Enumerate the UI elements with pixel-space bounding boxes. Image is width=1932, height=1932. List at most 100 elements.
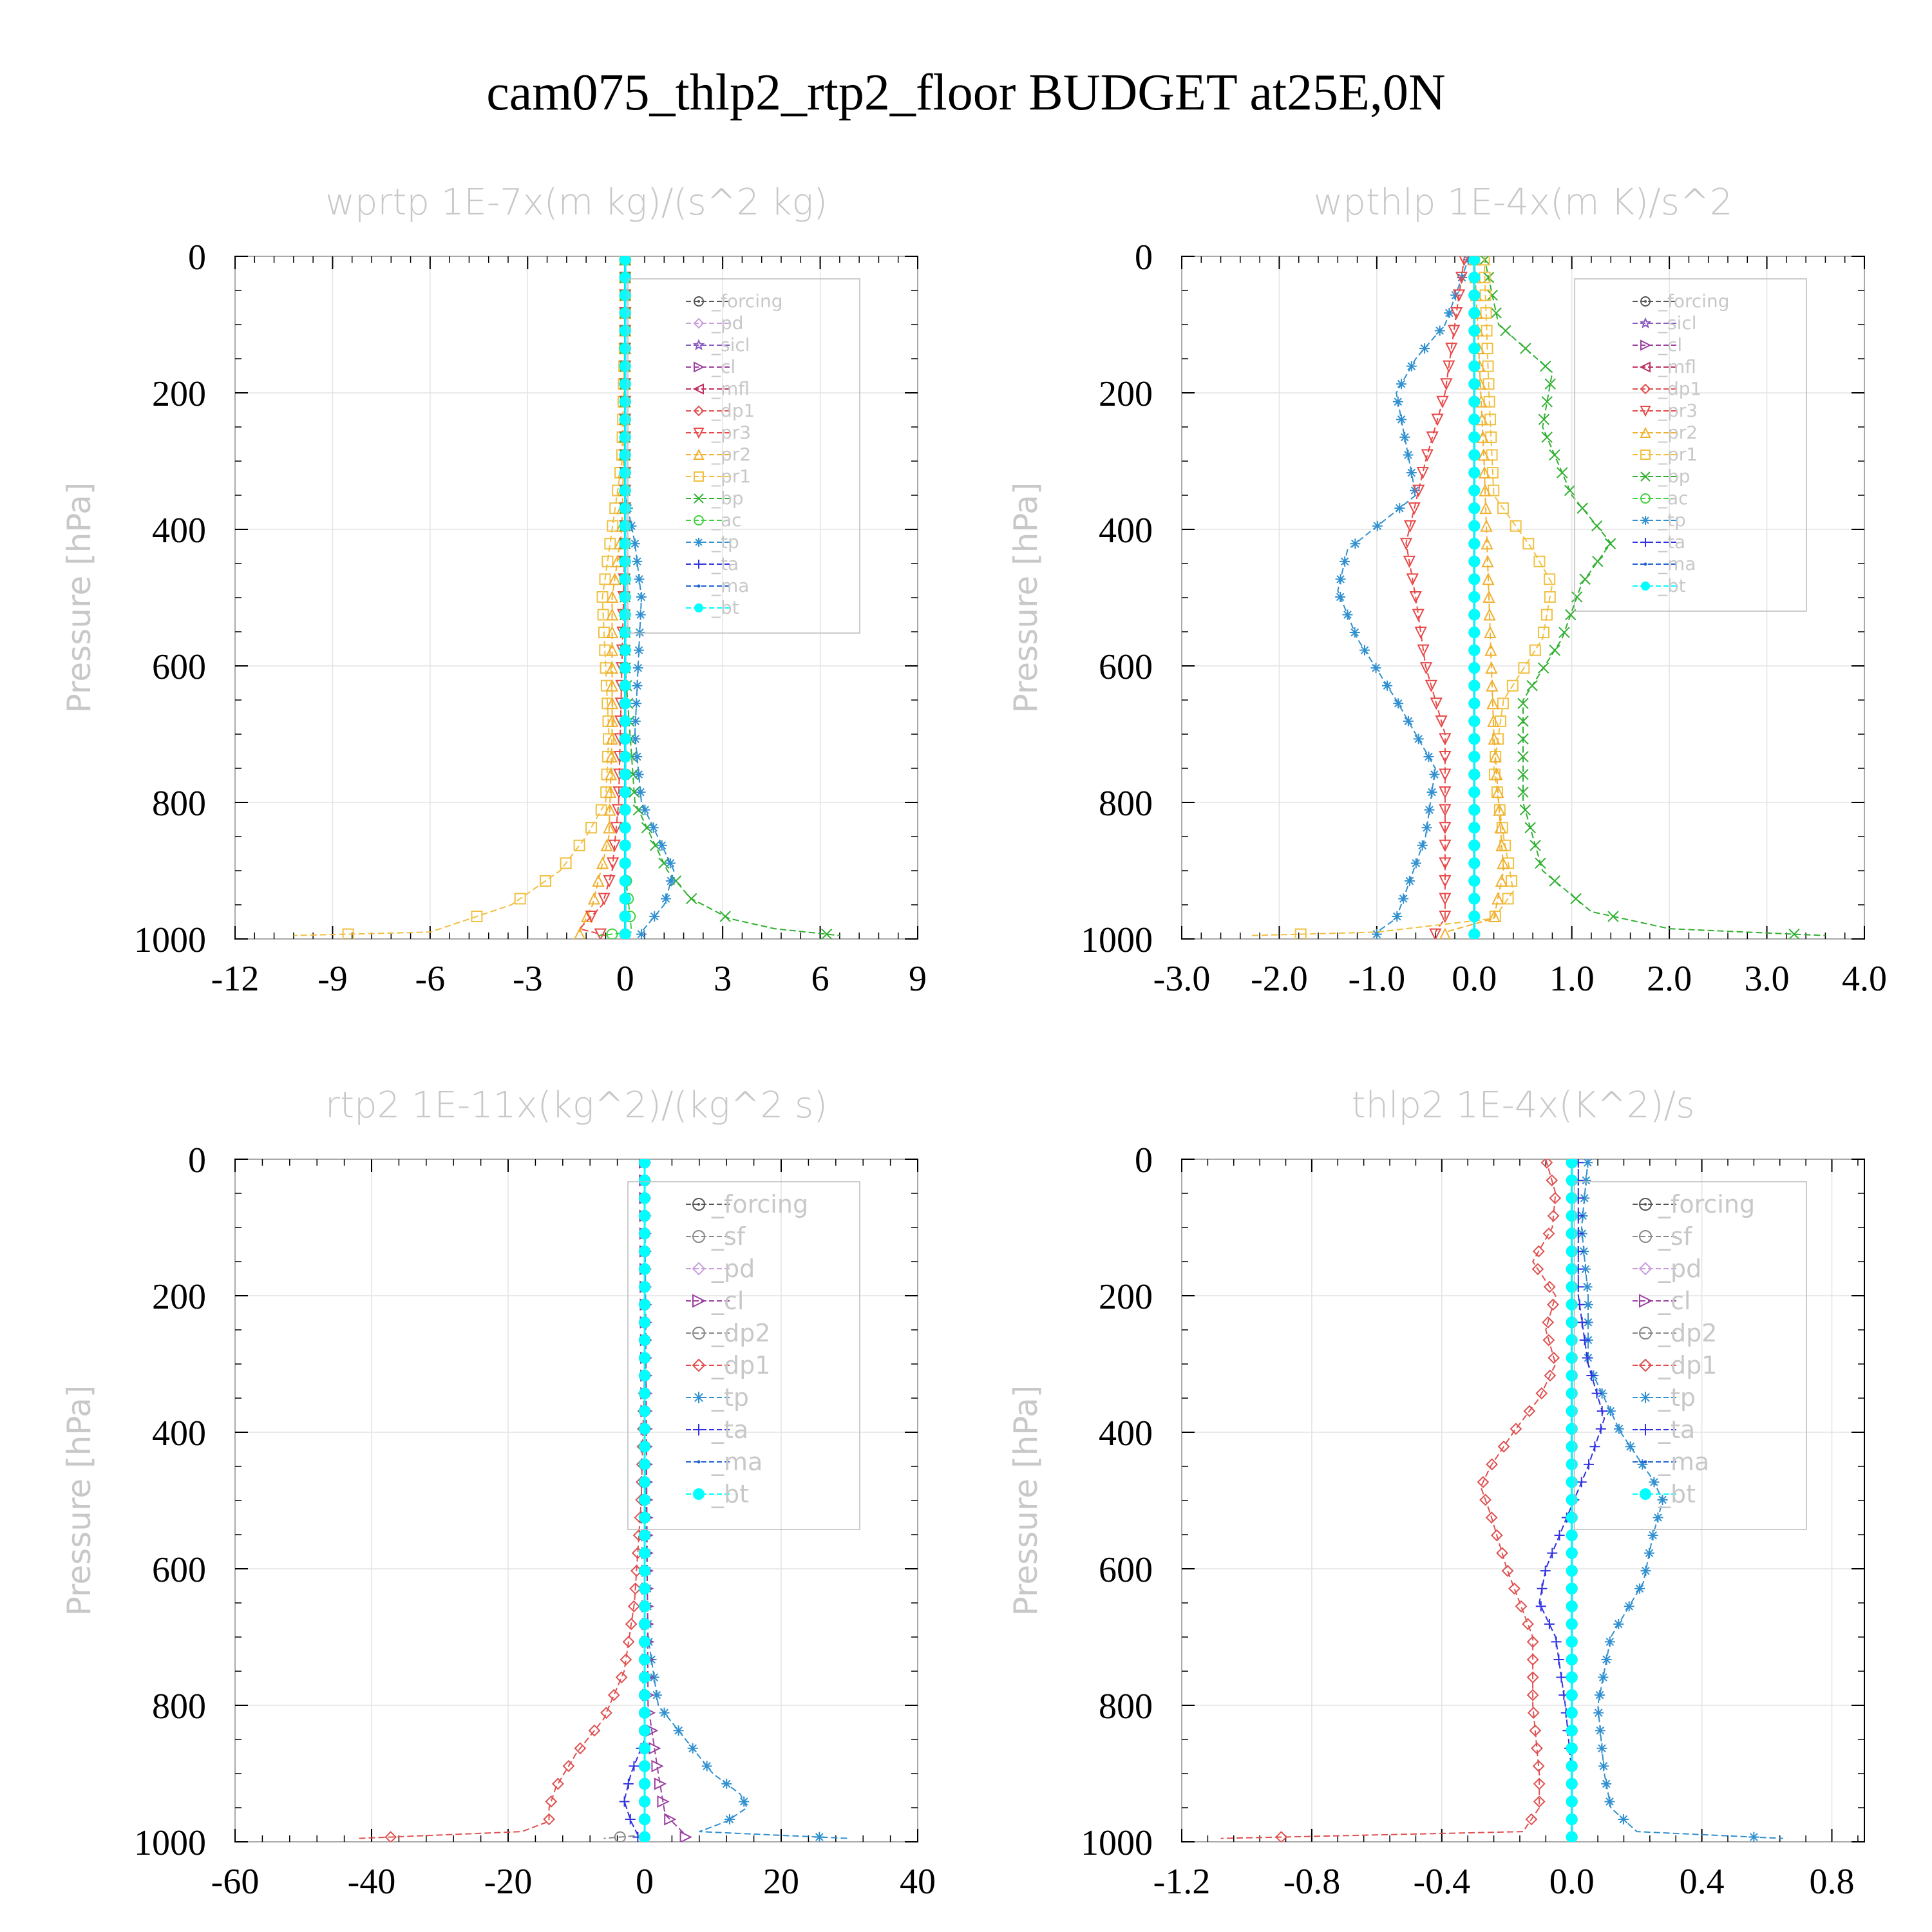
- legend-label: _ma: [1658, 1448, 1709, 1476]
- legend-entry: _tp: [1633, 1383, 1696, 1412]
- data-point: [639, 1742, 650, 1754]
- legend-entry: _bp: [686, 488, 744, 509]
- legend-marker: [693, 1488, 705, 1500]
- legend-marker: [1640, 493, 1651, 504]
- legend-label: _pr2: [711, 444, 751, 465]
- legend-label: _mfl: [1658, 356, 1696, 377]
- legend-marker: [1638, 1262, 1653, 1276]
- y-axis-label: Pressure [hPa]: [1007, 1385, 1045, 1616]
- data-point: [1596, 1388, 1607, 1399]
- legend-entry: _ma: [686, 1448, 762, 1476]
- legend-label: _pd: [1658, 1255, 1701, 1283]
- data-point: [1349, 627, 1360, 638]
- series-bt: [1468, 256, 1481, 939]
- legend-entry: _pd: [1633, 1255, 1701, 1283]
- data-point: [1570, 893, 1582, 905]
- data-point: [1566, 1298, 1578, 1311]
- legend-label: _ta: [711, 553, 739, 574]
- data-point: [619, 822, 631, 834]
- data-point: [639, 1653, 650, 1665]
- data-point: [1480, 519, 1493, 532]
- data-point: [1526, 1671, 1539, 1683]
- data-point: [1484, 625, 1497, 639]
- data-point: [615, 1671, 628, 1683]
- x-tick-label: -40: [348, 1862, 396, 1902]
- data-point: [1571, 591, 1583, 603]
- data-point: [1468, 520, 1481, 532]
- data-point: [1450, 290, 1461, 301]
- data-point: [1502, 893, 1514, 905]
- data-point: [639, 1209, 650, 1222]
- data-point: [1413, 734, 1424, 744]
- legend-marker: [694, 603, 703, 612]
- data-point: [1526, 680, 1538, 692]
- legend-entry: _pd: [686, 312, 744, 334]
- legend-entry: _bt: [1633, 1480, 1696, 1508]
- legend-label: _dp2: [711, 1319, 770, 1347]
- chart-title: wprtp 1E-7x(m kg)/(s^2 kg): [325, 182, 828, 223]
- series-line: [1483, 256, 1826, 936]
- data-point: [1580, 1175, 1591, 1186]
- data-point: [600, 1707, 612, 1719]
- data-point: [814, 1832, 825, 1842]
- legend-label: _cl: [1658, 1287, 1690, 1315]
- y-tick-label: 800: [1099, 1687, 1153, 1727]
- data-point: [1429, 769, 1440, 780]
- legend-entry: _pr1: [1633, 444, 1698, 465]
- data-point: [1604, 1796, 1615, 1807]
- data-point: [1486, 1458, 1499, 1471]
- data-point: [639, 1227, 650, 1240]
- data-point: [1542, 1227, 1555, 1240]
- data-point: [1566, 1192, 1578, 1204]
- legend-label: _dp1: [711, 1351, 770, 1379]
- data-point: [1468, 256, 1481, 266]
- data-point: [1579, 1193, 1590, 1204]
- x-tick-label: -6: [415, 959, 446, 999]
- legend-label: _dp1: [1658, 1351, 1717, 1379]
- data-point: [619, 768, 631, 781]
- data-point: [605, 643, 619, 656]
- data-point: [619, 1796, 630, 1807]
- data-point: [639, 1370, 650, 1382]
- legend-label: _pd: [711, 1255, 755, 1283]
- legend-marker: [1640, 471, 1651, 482]
- legend-marker: [1640, 406, 1651, 417]
- legend-marker: [1640, 383, 1651, 395]
- data-point: [1535, 857, 1546, 869]
- legend-marker-ring: [1639, 1198, 1652, 1211]
- data-point: [1526, 1689, 1539, 1701]
- legend-marker: [694, 560, 703, 569]
- data-point: [1399, 538, 1413, 551]
- data-point: [1566, 1707, 1578, 1719]
- data-point: [1566, 1493, 1578, 1506]
- data-point: [619, 271, 631, 283]
- chart-title: rtp2 1E-11x(kg^2)/(kg^2 s): [325, 1084, 828, 1126]
- y-tick-label: 1000: [134, 1823, 206, 1863]
- data-point: [1566, 1777, 1578, 1790]
- x-tick-label: 1.0: [1549, 959, 1595, 999]
- data-point: [1538, 413, 1550, 426]
- data-point: [619, 413, 631, 426]
- legend-marker: [692, 1327, 705, 1340]
- data-point: [1644, 1548, 1655, 1558]
- data-point: [1596, 1743, 1607, 1754]
- data-point: [1517, 697, 1529, 710]
- data-point: [1601, 1654, 1612, 1665]
- data-point: [1566, 1671, 1578, 1683]
- data-point: [1439, 768, 1452, 781]
- data-point: [1410, 858, 1421, 869]
- legend-entry: _bt: [1633, 575, 1686, 596]
- data-point: [1481, 343, 1493, 355]
- data-point: [1595, 1690, 1605, 1701]
- data-point: [1477, 1475, 1490, 1488]
- y-tick-label: 600: [152, 1550, 206, 1590]
- legend-label: _ma: [711, 575, 749, 596]
- data-point: [1495, 838, 1508, 851]
- data-point: [1598, 1672, 1609, 1683]
- data-point: [605, 625, 619, 639]
- data-point: [1640, 1566, 1651, 1577]
- data-point: [1541, 396, 1553, 408]
- data-point: [1604, 1636, 1615, 1647]
- data-point: [1540, 360, 1551, 372]
- legend-label: _bt: [711, 597, 739, 618]
